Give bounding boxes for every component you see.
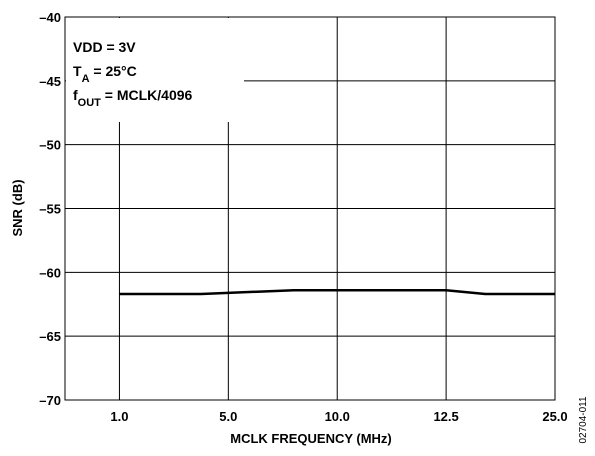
x-tick-label: 5.0 [219,409,237,424]
figure-id: 02704-011 [578,396,589,444]
x-tick-label: 10.0 [325,409,350,424]
x-tick-label: 25.0 [542,409,567,424]
x-tick-labels: 1.0 5.0 10.0 12.5 25.0 [110,409,567,424]
y-tick-label: –65 [39,329,61,344]
x-tick-label: 1.0 [110,409,128,424]
y-tick-label: –55 [39,202,61,217]
x-tick-label: 12.5 [433,409,458,424]
y-axis-label: SNR (dB) [10,179,25,236]
grid-lines [65,17,556,400]
y-tick-label: –60 [39,265,61,280]
y-tick-label: –70 [39,393,61,408]
series-group [119,288,555,296]
y-tick-label: –50 [39,138,61,153]
y-tick-label: –45 [39,74,61,89]
snr-series-line [119,288,555,296]
x-axis-label: MCLK FREQUENCY (MHz) [230,431,392,446]
annotation-fout: fOUT = MCLK/4096 [73,87,193,109]
annotation-background [66,18,244,122]
annotation-ta: TA = 25°C [73,63,137,85]
y-tick-labels: –40 –45 –50 –55 –60 –65 –70 [39,10,61,408]
annotation-vdd: VDD = 3V [73,39,136,55]
y-tick-label: –40 [39,10,61,25]
